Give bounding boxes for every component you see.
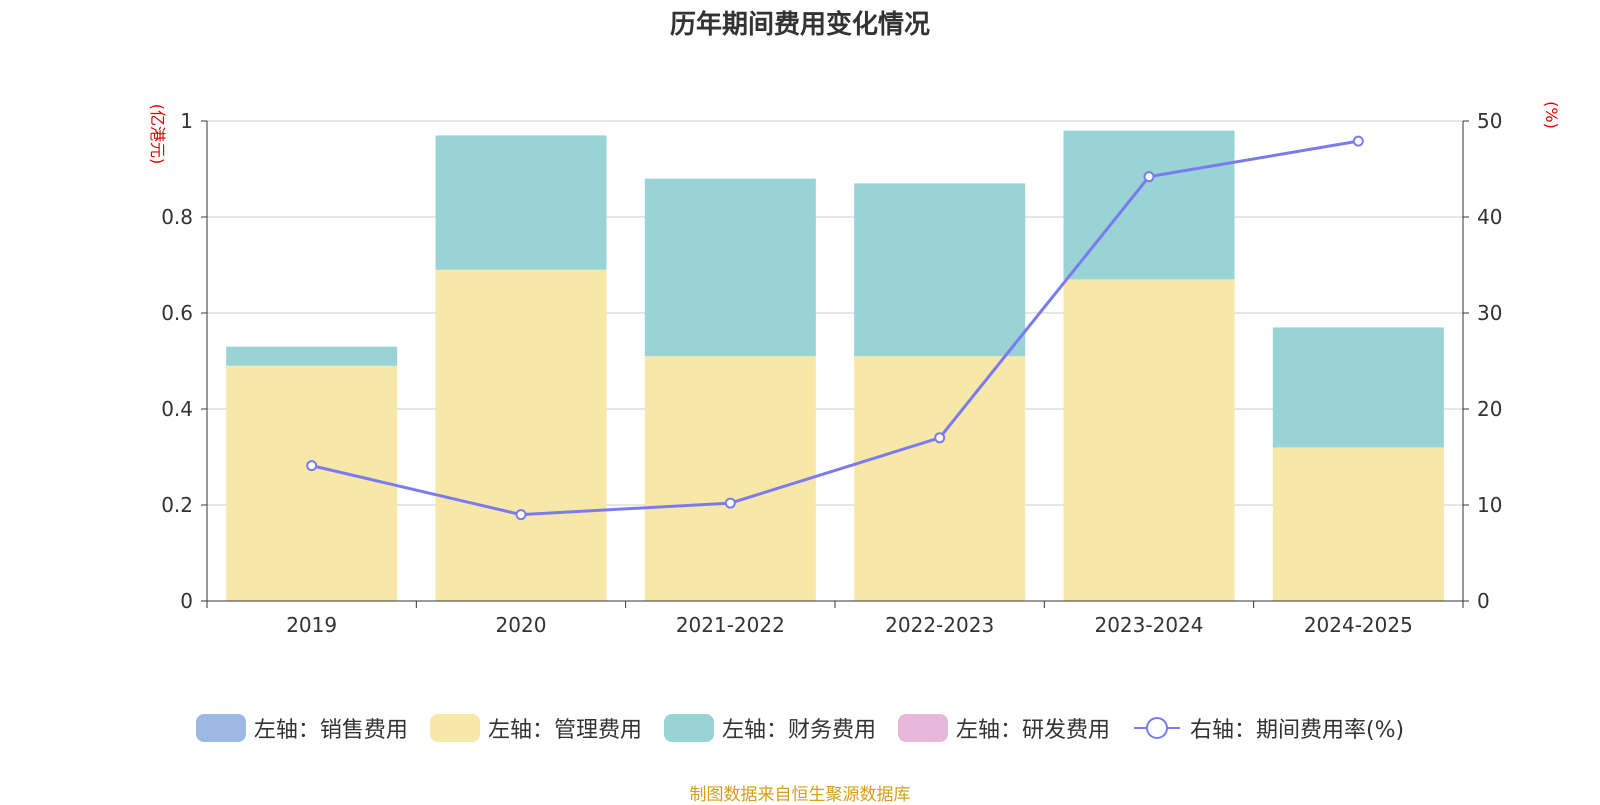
legend-label-expense-rate: 右轴：期间费用率(%) bbox=[1189, 718, 1405, 743]
legend-swatch-rnd bbox=[897, 714, 948, 742]
legend-item-rnd[interactable]: 左轴：研发费用 bbox=[897, 712, 1110, 744]
source-note: 制图数据来自恒生聚源数据库 bbox=[689, 785, 911, 805]
left-axis-tick-label: 0 bbox=[180, 589, 193, 613]
legend-item-finance[interactable]: 左轴：财务费用 bbox=[663, 712, 876, 744]
line-expense-rate bbox=[311, 139, 1359, 517]
chart-title: 历年期间费用变化情况 bbox=[669, 10, 930, 40]
x-axis-tick-label: 2024-2025 bbox=[1304, 613, 1413, 637]
legend-line-marker-icon bbox=[1133, 717, 1180, 739]
bar-admin bbox=[435, 269, 607, 601]
legend: 左轴：销售费用 左轴：管理费用 左轴：财务费用 左轴：研发费用 右轴：期间费用率… bbox=[0, 712, 1600, 744]
x-axis-tick-label: 2019 bbox=[286, 613, 337, 637]
legend-label-rnd: 左轴：研发费用 bbox=[955, 718, 1110, 743]
right-axis-tick-label: 30 bbox=[1477, 301, 1502, 325]
legend-item-expense-rate[interactable]: 右轴：期间费用率(%) bbox=[1132, 712, 1404, 744]
x-axis-tick-label: 2021-2022 bbox=[676, 613, 785, 637]
line-point-expense-rate bbox=[1352, 135, 1364, 147]
legend-swatch-finance bbox=[663, 714, 714, 742]
legend-label-finance: 左轴：财务费用 bbox=[721, 718, 876, 743]
right-axis-tick-label: 40 bbox=[1477, 205, 1502, 229]
line-point-expense-rate bbox=[934, 432, 946, 444]
legend-label-sales: 左轴：销售费用 bbox=[253, 718, 408, 743]
left-axis-tick-label: 0.6 bbox=[161, 301, 193, 325]
bar-admin bbox=[1063, 279, 1235, 601]
bar-finance bbox=[226, 346, 398, 366]
bar-admin bbox=[644, 356, 816, 601]
right-axis-tick-label: 10 bbox=[1477, 493, 1502, 517]
legend-swatch-sales bbox=[195, 714, 246, 742]
left-axis-tick-label: 1 bbox=[180, 109, 193, 133]
bar-admin bbox=[226, 365, 398, 601]
legend-item-sales[interactable]: 左轴：销售费用 bbox=[195, 712, 408, 744]
line-point-expense-rate bbox=[724, 497, 736, 509]
left-axis-tick-label: 0.2 bbox=[161, 493, 193, 517]
line-point-expense-rate bbox=[1143, 171, 1155, 183]
bar-finance bbox=[644, 178, 816, 357]
x-axis-tick-label: 2020 bbox=[496, 613, 547, 637]
left-axis-tick-label: 0.4 bbox=[161, 397, 193, 421]
x-axis-tick-label: 2022-2023 bbox=[885, 613, 994, 637]
bar-finance bbox=[435, 135, 607, 270]
right-axis-unit: (%) bbox=[1542, 101, 1561, 129]
left-axis-tick-label: 0.8 bbox=[161, 205, 193, 229]
x-axis-tick-label: 2023-2024 bbox=[1094, 613, 1203, 637]
right-axis-tick-label: 50 bbox=[1477, 109, 1502, 133]
right-axis-tick-label: 20 bbox=[1477, 397, 1502, 421]
left-axis-unit: (亿港元) bbox=[148, 104, 167, 165]
bar-admin bbox=[854, 356, 1026, 601]
legend-item-admin[interactable]: 左轴：管理费用 bbox=[429, 712, 642, 744]
line-point-expense-rate bbox=[306, 460, 318, 472]
bar-finance bbox=[854, 183, 1026, 357]
bar-finance bbox=[1063, 130, 1235, 280]
bar-finance bbox=[1272, 327, 1444, 448]
right-axis-tick-label: 0 bbox=[1477, 589, 1490, 613]
legend-swatch-admin bbox=[429, 714, 480, 742]
bar-admin bbox=[1272, 447, 1444, 601]
legend-label-admin: 左轴：管理费用 bbox=[487, 718, 642, 743]
line-point-expense-rate bbox=[515, 509, 527, 521]
